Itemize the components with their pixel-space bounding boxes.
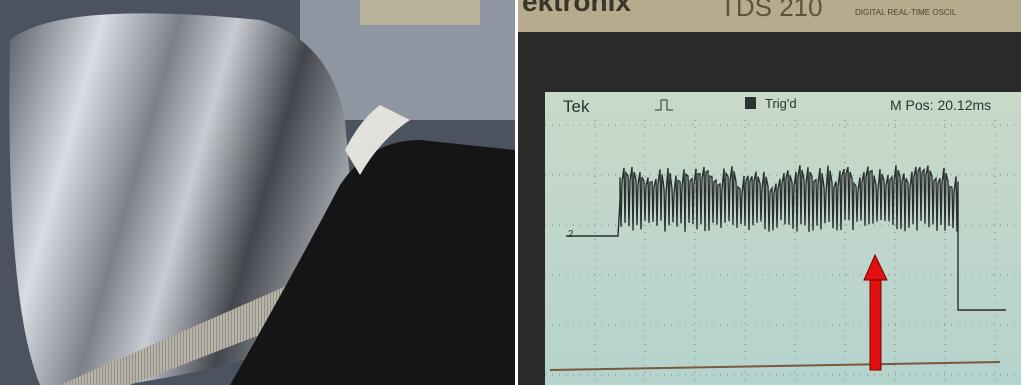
model: TDS 210 bbox=[720, 0, 823, 22]
channel-marker: 2 bbox=[568, 229, 574, 240]
page: ektronix TDS 210 DIGITAL REAL-TIME OSCIL… bbox=[0, 0, 1021, 385]
screen-label: Tek bbox=[563, 97, 590, 116]
left-photo bbox=[0, 0, 515, 385]
scene: ektronix TDS 210 DIGITAL REAL-TIME OSCIL… bbox=[0, 0, 1021, 385]
instrument bbox=[360, 0, 480, 25]
screen bbox=[545, 92, 1021, 385]
right-photo: ektronix TDS 210 DIGITAL REAL-TIME OSCIL… bbox=[518, 0, 1021, 385]
trigger-status: Trig'd bbox=[765, 96, 797, 111]
arrow-shaft bbox=[870, 278, 881, 370]
trigger-icon bbox=[745, 97, 756, 109]
model-description: DIGITAL REAL-TIME OSCIL bbox=[855, 8, 957, 17]
position: M Pos: 20.12ms bbox=[890, 97, 991, 113]
brand: ektronix bbox=[522, 0, 631, 17]
